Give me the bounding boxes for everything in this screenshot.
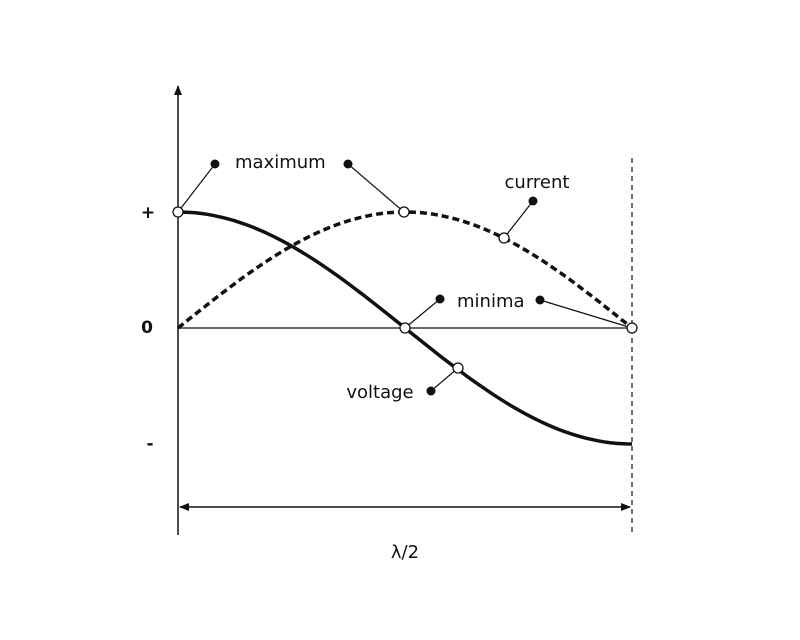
axis-label: - [146,434,153,454]
axis-label: 0 [141,318,153,338]
annotation: maximum [235,152,326,173]
annotation: current [505,172,570,193]
annotation: voltage [346,382,413,403]
leaders [177,163,633,392]
dimension-label: λ/2 [391,542,419,563]
axis-label: + [141,203,155,223]
points [172,206,638,374]
annotation: minima [457,291,525,312]
leader-dots [210,159,545,396]
current-curve [176,210,634,330]
